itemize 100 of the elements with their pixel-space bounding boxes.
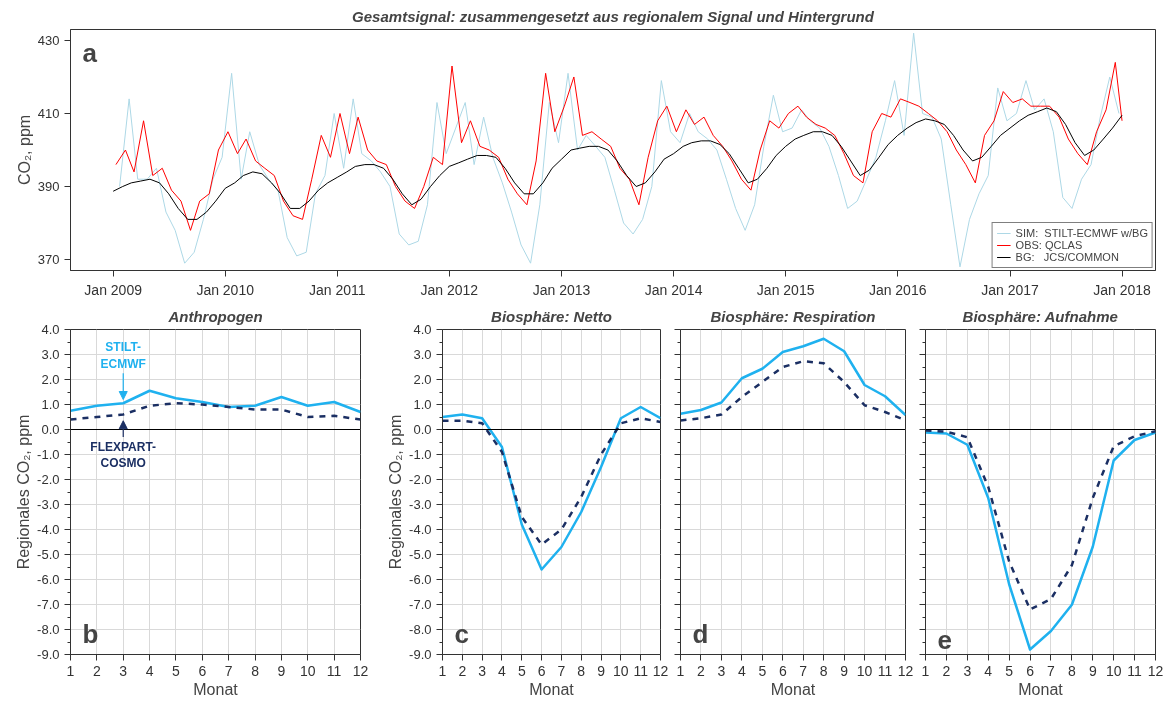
y-tick-label: -3.0 (409, 497, 432, 512)
y-tick-label: -2.0 (409, 472, 432, 487)
y-axis-title: Regionales CO₂, ppm (387, 414, 405, 570)
y-tick-label: 2.0 (41, 372, 60, 387)
x-tick-label: Jan 2018 (1093, 281, 1152, 298)
x-tick-label: Jan 2014 (644, 281, 703, 298)
annotation: d (692, 618, 709, 649)
y-tick-label: 2.0 (413, 372, 432, 387)
x-tick-label: 2 (92, 662, 101, 679)
y-axis-title: Regionales CO₂, ppm (15, 414, 33, 570)
x-tick-label: 5 (1005, 662, 1014, 679)
x-tick-label: 6 (1026, 662, 1035, 679)
x-tick-label: 1 (66, 662, 75, 679)
y-tick-label: 3.0 (41, 347, 60, 362)
x-tick-label: Jan 2016 (868, 281, 927, 298)
x-axis-title: Monat (529, 680, 575, 698)
annotation: a (82, 37, 98, 68)
x-tick-label: 9 (277, 662, 286, 679)
x-tick-label: Jan 2011 (308, 281, 366, 298)
y-tick-label: -4.0 (409, 522, 432, 537)
x-tick-label: 7 (557, 662, 566, 679)
y-tick-label: -6.0 (409, 572, 432, 587)
x-axis-title: Monat (1018, 680, 1064, 698)
y-tick-label: -5.0 (37, 547, 60, 562)
x-tick-label: 11 (633, 662, 649, 679)
x-tick-label: 7 (224, 662, 233, 679)
y-tick-label: 0.0 (413, 422, 432, 437)
x-tick-label: 11 (326, 662, 342, 679)
y-tick-label: -9.0 (37, 647, 60, 662)
x-tick-label: 4 (737, 662, 746, 679)
x-tick-label: 9 (1088, 662, 1097, 679)
x-tick-label: Jan 2012 (420, 281, 479, 298)
annotation: e (937, 624, 952, 655)
x-tick-label: 9 (597, 662, 606, 679)
legend-label: FLEXPART- COSMO (90, 439, 157, 471)
y-tick-label: 3.0 (413, 347, 432, 362)
x-tick-label: 2 (458, 662, 467, 679)
x-tick-label: 6 (537, 662, 546, 679)
series-label: STILT- ECMWF (100, 339, 146, 371)
x-tick-label: 4 (145, 662, 154, 679)
x-tick-label: 10 (613, 662, 629, 679)
chart-title: Biosphäre: Aufnahme (962, 307, 1118, 325)
x-tick-label: 10 (856, 662, 873, 679)
x-tick-label: Jan 2009 (84, 281, 143, 298)
x-tick-label: 10 (1105, 662, 1122, 679)
x-tick-label: 11 (877, 662, 893, 679)
y-tick-label: 410 (37, 105, 60, 121)
x-tick-label: 12 (352, 662, 369, 679)
x-tick-label: 3 (963, 662, 972, 679)
x-tick-label: 9 (840, 662, 849, 679)
chart-title: Gesamtsignal: zusammengesetzt aus regionalem Signal und Hintergrund (352, 7, 875, 25)
x-tick-label: 1 (676, 662, 685, 679)
x-tick-label: 6 (198, 662, 207, 679)
x-tick-label: 2 (942, 662, 951, 679)
x-tick-label: 4 (498, 662, 507, 679)
x-tick-label: Jan 2017 (981, 281, 1040, 298)
y-tick-label: -7.0 (37, 597, 60, 612)
x-tick-label: 1 (921, 662, 930, 679)
x-tick-label: 3 (717, 662, 726, 679)
y-tick-label: -7.0 (409, 597, 432, 612)
x-tick-label: 6 (778, 662, 787, 679)
y-tick-label: -9.0 (409, 647, 432, 662)
y-tick-label: -8.0 (37, 622, 60, 637)
y-tick-label: -1.0 (409, 447, 432, 462)
y-tick-label: -6.0 (37, 572, 60, 587)
x-tick-label: Jan 2010 (196, 281, 255, 298)
legend-label: OBS: QCLAS (1015, 239, 1083, 251)
x-tick-label: 5 (172, 662, 181, 679)
y-tick-label: -2.0 (37, 472, 60, 487)
y-tick-label: 370 (37, 252, 60, 268)
y-tick-label: 1.0 (413, 397, 432, 412)
y-tick-label: 4.0 (41, 322, 60, 337)
x-tick-label: 12 (652, 662, 669, 679)
chart-title: Anthropogen (167, 307, 263, 325)
x-tick-label: 4 (984, 662, 993, 679)
x-axis-title: Monat (770, 680, 816, 698)
chart-title: Biosphäre: Respiration (710, 307, 876, 325)
x-tick-label: 5 (758, 662, 767, 679)
annotation: b (82, 618, 99, 649)
y-tick-label: 430 (37, 32, 60, 48)
y-tick-label: 4.0 (413, 322, 432, 337)
y-tick-label: -5.0 (409, 547, 432, 562)
y-tick-label: -3.0 (37, 497, 60, 512)
x-tick-label: 11 (1127, 662, 1143, 679)
x-tick-label: Jan 2013 (532, 281, 591, 298)
annotation: c (454, 618, 469, 649)
x-tick-label: 3 (478, 662, 487, 679)
x-tick-label: 3 (119, 662, 128, 679)
x-tick-label: 1 (438, 662, 447, 679)
y-tick-label: 0.0 (41, 422, 60, 437)
y-tick-label: -8.0 (409, 622, 432, 637)
x-tick-label: 8 (819, 662, 828, 679)
x-tick-label: 12 (1147, 662, 1164, 679)
x-tick-label: 8 (1067, 662, 1076, 679)
x-tick-label: 8 (577, 662, 586, 679)
x-tick-label: 10 (299, 662, 316, 679)
x-tick-label: 12 (897, 662, 914, 679)
x-tick-label: 8 (251, 662, 260, 679)
legend-label: BG: JCS/COMMON (1015, 251, 1119, 263)
x-tick-label: 7 (799, 662, 808, 679)
